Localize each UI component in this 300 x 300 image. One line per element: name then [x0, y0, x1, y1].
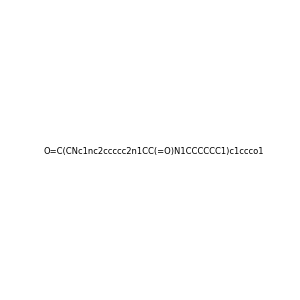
Text: O=C(CNc1nc2ccccc2n1CC(=O)N1CCCCCC1)c1ccco1: O=C(CNc1nc2ccccc2n1CC(=O)N1CCCCCC1)c1ccc…	[44, 147, 264, 156]
